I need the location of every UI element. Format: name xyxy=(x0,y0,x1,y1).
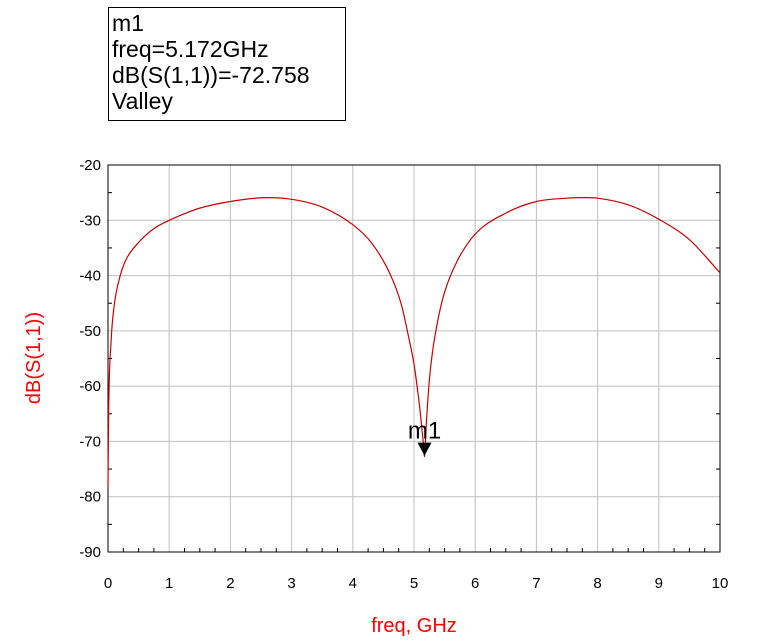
grid xyxy=(107,164,721,553)
x-tick-label: 6 xyxy=(471,575,479,592)
x-tick-labels: 0 1 2 3 4 5 6 7 8 9 10 xyxy=(104,575,729,592)
y-tick-label: -80 xyxy=(79,489,101,506)
marker-name: m1 xyxy=(112,10,144,36)
x-axis-label: freq, GHz xyxy=(371,615,457,637)
marker-value: dB(S(1,1))=-72.758 xyxy=(112,62,310,88)
y-tick-label: -90 xyxy=(79,544,101,561)
x-tick-label: 10 xyxy=(712,575,729,592)
x-tick-label: 7 xyxy=(532,575,540,592)
y-tick-label: -50 xyxy=(79,323,101,340)
marker-label[interactable]: m1 xyxy=(408,418,441,445)
x-tick-label: 0 xyxy=(104,575,112,592)
x-tick-label: 9 xyxy=(655,575,663,592)
y-tick-label: -30 xyxy=(79,212,101,229)
x-tick-label: 5 xyxy=(410,575,418,592)
marker-readout-box[interactable]: m1 freq=5.172GHz dB(S(1,1))=-72.758 Vall… xyxy=(108,7,346,121)
x-tick-label: 2 xyxy=(226,575,234,592)
marker-arrow-icon[interactable] xyxy=(417,442,432,456)
x-tick-label: 4 xyxy=(349,575,357,592)
minor-ticks xyxy=(108,192,720,552)
y-tick-label: -60 xyxy=(79,378,101,395)
marker-freq: freq=5.172GHz xyxy=(112,36,269,62)
y-tick-labels: -20 -30 -40 -50 -60 -70 -80 -90 xyxy=(79,157,101,561)
y-tick-label: -40 xyxy=(79,268,101,285)
x-tick-label: 8 xyxy=(593,575,601,592)
series-line-s11 xyxy=(107,197,721,486)
x-tick-label: 1 xyxy=(165,575,173,592)
marker-type: Valley xyxy=(112,88,173,114)
x-tick-label: 3 xyxy=(287,575,295,592)
y-tick-label: -70 xyxy=(79,433,101,450)
y-axis-label: dB(S(1,1)) xyxy=(23,312,45,404)
y-tick-label: -20 xyxy=(79,157,101,174)
